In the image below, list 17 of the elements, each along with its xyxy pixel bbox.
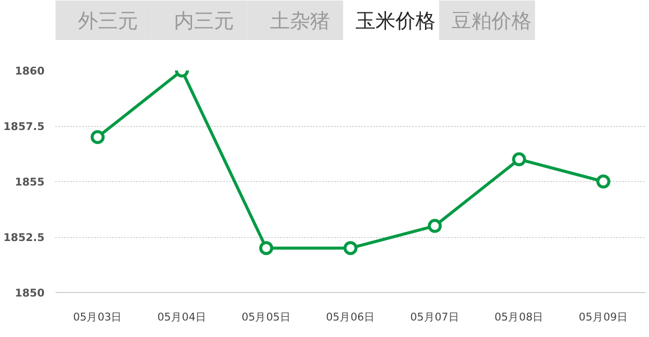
x-tick-label: 05月09日 bbox=[578, 310, 628, 324]
text: 外三元 bbox=[78, 8, 138, 32]
text: 内三元 bbox=[174, 8, 234, 32]
y-tick-label: 1857.5 bbox=[3, 120, 45, 133]
x-tick-label: 05月05日 bbox=[242, 310, 291, 324]
y-tick-label: 1852.5 bbox=[3, 231, 45, 244]
text: 土杂猪 bbox=[270, 8, 330, 32]
text: 豆粕价格 bbox=[452, 8, 532, 32]
x-tick-label: 05月03日 bbox=[73, 310, 122, 324]
y-tick-label: 1850 bbox=[14, 286, 45, 300]
y-tick-label: 1855 bbox=[14, 176, 45, 188]
y-tick-label: 1860 bbox=[14, 64, 45, 78]
x-tick-label: 05月04日 bbox=[157, 310, 206, 324]
x-tick-label: 05月08日 bbox=[494, 310, 544, 324]
x-tick-label: 05月07日 bbox=[410, 310, 460, 324]
x-tick-label: 05月06日 bbox=[326, 310, 376, 324]
chart-title: 玉米价格 bbox=[356, 8, 436, 32]
